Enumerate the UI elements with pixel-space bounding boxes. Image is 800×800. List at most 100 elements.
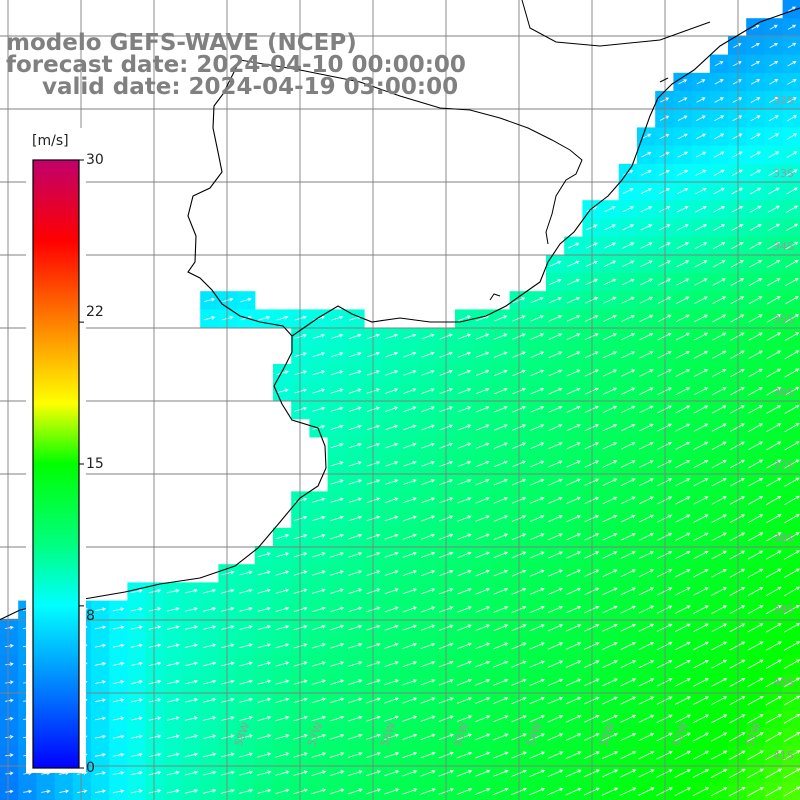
wind-arrow	[492, 788, 509, 796]
wind-arrow	[583, 787, 600, 796]
wind-arrow	[312, 352, 326, 358]
wind-arrow	[695, 206, 707, 213]
wind-arrow	[785, 205, 799, 213]
wind-arrow	[640, 188, 652, 194]
wind-speed-cell	[618, 455, 638, 474]
wind-speed-cell	[764, 273, 784, 292]
wind-arrow	[202, 752, 217, 758]
wind-arrow	[348, 533, 363, 540]
wind-speed-cell	[637, 473, 656, 492]
wind-arrow	[730, 332, 745, 341]
wind-arrow	[765, 677, 782, 688]
wind-arrow	[584, 514, 600, 523]
wind-arrow	[639, 278, 653, 286]
wind-arrow	[239, 679, 253, 685]
wind-arrow	[530, 406, 545, 413]
wind-speed-cell	[764, 436, 784, 456]
wind-arrow	[694, 260, 708, 268]
wind-arrow	[711, 732, 728, 742]
wind-arrow	[733, 61, 742, 67]
wind-arrow	[657, 296, 672, 304]
wind-arrow	[421, 406, 435, 413]
wind-speed-cell	[691, 618, 711, 638]
wind-arrow	[494, 333, 508, 340]
wind-arrow	[602, 678, 618, 687]
wind-speed-cell	[728, 491, 747, 511]
wind-arrow	[112, 771, 125, 775]
wind-arrow	[602, 733, 618, 741]
wind-arrow	[585, 260, 599, 267]
wind-arrow	[130, 752, 143, 757]
wind-arrow	[639, 351, 654, 359]
wind-arrow	[130, 680, 143, 685]
wind-arrow	[166, 789, 180, 794]
wind-arrow	[421, 479, 435, 485]
wind-arrow	[604, 224, 616, 231]
wind-arrow	[204, 297, 216, 302]
wind-arrow	[547, 587, 563, 595]
wind-arrow	[602, 533, 618, 541]
wind-arrow	[257, 570, 271, 576]
title-forecast-date: forecast date: 2024-04-10 00:00:00	[6, 52, 466, 78]
wind-arrow	[639, 314, 654, 322]
wind-arrow	[675, 532, 691, 541]
wind-arrow	[385, 388, 399, 394]
wind-arrow	[766, 405, 782, 414]
wind-arrow	[493, 606, 509, 613]
wind-arrow	[166, 625, 180, 630]
wind-arrow	[184, 643, 199, 648]
wind-speed-cell	[728, 254, 747, 274]
wind-speed-cell	[764, 309, 784, 329]
wind-arrow	[621, 314, 636, 322]
colorbar-tick-15: 15	[86, 456, 104, 472]
wind-arrow	[767, 242, 781, 250]
wind-arrow	[766, 314, 781, 323]
wind-arrow	[221, 570, 235, 576]
wind-arrow	[347, 697, 363, 704]
wind-arrow	[221, 679, 235, 685]
wind-arrow	[311, 606, 326, 613]
wind-arrow	[420, 697, 436, 704]
wind-arrow	[275, 588, 290, 594]
wind-arrow	[584, 315, 599, 322]
wind-arrow	[711, 587, 728, 596]
wind-speed-cell	[764, 18, 784, 37]
wind-arrow	[311, 697, 326, 704]
wind-speed-cell	[728, 345, 747, 365]
wind-arrow	[493, 424, 508, 431]
wind-arrow	[547, 605, 563, 614]
wind-arrow	[769, 79, 779, 85]
wind-arrow	[457, 551, 472, 559]
wind-speed-cell	[691, 473, 711, 492]
wind-arrow	[384, 606, 399, 613]
wind-arrow	[693, 387, 709, 396]
wind-arrow	[311, 734, 327, 740]
wind-arrow	[731, 242, 744, 250]
wind-arrow	[693, 641, 709, 651]
wind-arrow	[714, 133, 725, 140]
wind-arrow	[566, 460, 581, 468]
wind-arrow	[530, 315, 544, 322]
wind-speed-cell	[673, 309, 693, 329]
wind-arrow	[130, 789, 144, 794]
wind-arrow	[768, 133, 780, 140]
wind-arrow	[475, 551, 490, 559]
wind-speed-cell	[764, 72, 784, 92]
wind-speed-cell	[728, 455, 747, 474]
wind-arrow	[729, 568, 746, 578]
wind-arrow	[130, 771, 144, 776]
wind-arrow	[530, 369, 545, 377]
wind-speed-cell	[764, 382, 784, 401]
wind-arrow	[603, 314, 617, 322]
wind-speed-cell	[728, 145, 747, 165]
wind-arrow	[548, 333, 563, 340]
wind-arrow	[203, 316, 216, 321]
wind-arrow	[732, 97, 743, 103]
wind-arrow	[658, 206, 671, 213]
wind-arrow	[475, 569, 490, 577]
wind-speed-cell	[746, 491, 765, 511]
wind-speed-cell	[618, 236, 638, 256]
wind-arrow	[94, 661, 107, 666]
wind-arrow	[657, 332, 672, 341]
wind-arrow	[785, 260, 799, 268]
